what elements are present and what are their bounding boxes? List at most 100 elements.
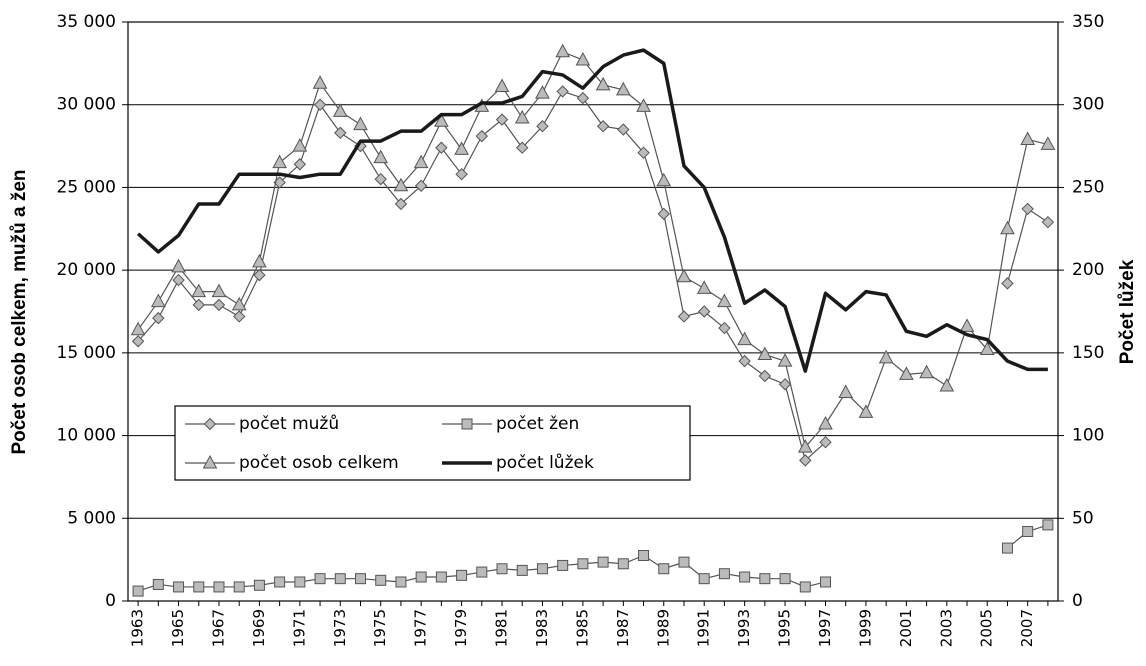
data-point xyxy=(231,296,247,311)
data-point xyxy=(556,85,569,98)
data-point xyxy=(173,581,185,593)
data-point xyxy=(393,177,409,192)
data-point xyxy=(576,91,590,105)
y2-tick-label: 300 xyxy=(1072,95,1104,115)
legend-marker xyxy=(202,454,218,469)
y-tick-label: 30 000 xyxy=(57,95,116,115)
x-tick-label: 1995 xyxy=(776,609,794,647)
data-point xyxy=(1041,215,1055,229)
data-point xyxy=(232,310,246,323)
data-point xyxy=(536,563,548,575)
y2-tick-label: 0 xyxy=(1072,591,1083,611)
x-tick-label: 1965 xyxy=(169,609,187,647)
data-point xyxy=(150,293,166,308)
data-point xyxy=(676,268,692,283)
x-tick-label: 1985 xyxy=(573,609,591,647)
data-point xyxy=(758,369,772,383)
data-point xyxy=(678,556,690,568)
x-tick-label: 1975 xyxy=(371,609,389,647)
data-point xyxy=(959,318,975,332)
x-tick-label: 1991 xyxy=(695,609,713,647)
data-point xyxy=(435,571,447,583)
data-point xyxy=(334,126,347,140)
data-point xyxy=(536,120,549,133)
y2-tick-label: 100 xyxy=(1072,426,1104,446)
data-point xyxy=(820,576,831,588)
data-point xyxy=(979,341,995,356)
data-point xyxy=(638,550,650,562)
y2-tick-label: 50 xyxy=(1072,508,1094,528)
data-point xyxy=(1000,220,1015,235)
y2-tick-label: 150 xyxy=(1072,343,1104,363)
x-tick-label: 2007 xyxy=(1018,609,1036,647)
data-point xyxy=(353,116,368,131)
data-point xyxy=(615,81,631,96)
x-tick-label: 1969 xyxy=(250,609,268,647)
y-tick-label: 5 000 xyxy=(67,508,116,528)
data-point xyxy=(394,197,408,211)
x-tick-label: 1983 xyxy=(533,609,551,647)
data-point xyxy=(456,569,468,581)
data-point xyxy=(819,435,832,449)
data-point xyxy=(130,321,146,336)
data-point xyxy=(294,576,306,588)
data-point xyxy=(213,581,225,593)
data-point xyxy=(617,558,629,570)
data-point xyxy=(777,353,793,367)
data-point xyxy=(739,571,751,583)
data-point xyxy=(658,563,670,575)
data-point xyxy=(799,454,812,467)
data-point xyxy=(334,573,346,585)
data-point xyxy=(818,415,833,430)
data-point xyxy=(596,120,610,133)
y2-axis-title: Počet lůžek xyxy=(1117,259,1138,364)
data-point xyxy=(292,138,308,152)
data-point xyxy=(696,280,712,294)
data-point xyxy=(1021,202,1034,216)
legend-marker xyxy=(461,418,473,430)
legend: počet mužů počet žen počet osob celkem poče… xyxy=(174,405,691,481)
data-point xyxy=(656,172,672,187)
data-point xyxy=(636,98,651,112)
data-point xyxy=(535,85,550,99)
data-point xyxy=(475,129,489,143)
legend-label: počet mužů xyxy=(239,414,339,434)
data-point xyxy=(494,78,510,93)
data-point xyxy=(617,123,630,136)
legend-label: počet osob celkem xyxy=(239,453,399,473)
y-tick-label: 35 000 xyxy=(57,12,116,32)
legend-box xyxy=(174,405,691,481)
data-point xyxy=(899,366,914,380)
data-point xyxy=(1020,131,1036,145)
data-point xyxy=(193,581,205,593)
data-point xyxy=(132,585,144,597)
legend-label: počet žen xyxy=(496,414,579,434)
x-tick-label: 2001 xyxy=(897,609,915,647)
data-point xyxy=(211,283,227,298)
y-tick-label: 25 000 xyxy=(57,177,116,197)
data-point xyxy=(555,43,571,58)
data-point xyxy=(718,321,731,335)
x-tick-label: 1993 xyxy=(735,609,753,647)
x-tick-label: 1997 xyxy=(816,609,834,647)
data-point xyxy=(272,154,287,169)
data-point xyxy=(1042,519,1054,531)
data-point xyxy=(838,384,854,399)
data-point xyxy=(314,573,326,585)
legend-marker xyxy=(203,417,217,431)
data-point xyxy=(252,253,267,268)
x-tick-label: 1979 xyxy=(452,609,470,647)
data-point xyxy=(1001,542,1013,554)
data-point xyxy=(779,573,791,585)
data-point xyxy=(778,378,792,391)
data-point xyxy=(738,354,751,368)
data-point xyxy=(1022,526,1034,538)
data-point xyxy=(858,404,874,418)
y-axis-title: Počet osob celkem, mužů a žen xyxy=(9,169,30,454)
series-line xyxy=(137,90,1049,461)
data-point xyxy=(637,146,650,159)
x-tick-label: 2003 xyxy=(937,609,955,647)
data-point xyxy=(657,207,670,221)
x-tick-label: 1971 xyxy=(290,609,308,647)
